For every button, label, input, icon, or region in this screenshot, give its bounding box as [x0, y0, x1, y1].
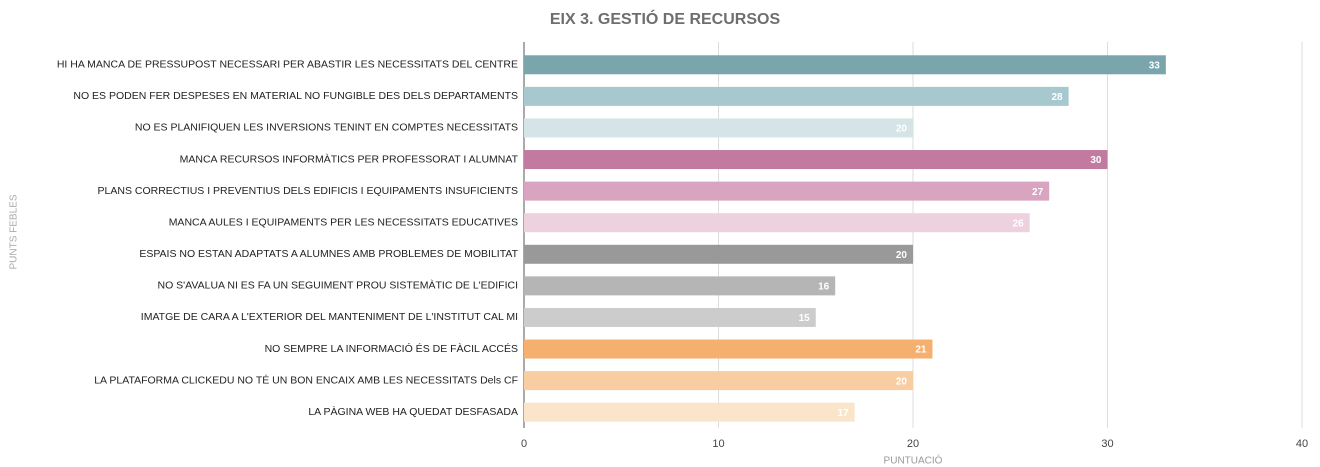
value-label: 27	[1032, 187, 1044, 198]
value-label: 20	[896, 124, 908, 135]
y-tick-label: NO ES PLANIFIQUEN LES INVERSIONS TENINT …	[135, 122, 518, 134]
x-tick-label: 20	[907, 438, 919, 450]
value-label: 33	[1149, 60, 1161, 71]
bar	[524, 181, 1050, 201]
value-label: 15	[799, 313, 811, 324]
bar	[524, 86, 1069, 106]
y-tick-label: PLANS CORRECTIUS I PREVENTIUS DELS EDIFI…	[98, 185, 518, 197]
y-tick-label: NO ES PODEN FER DESPESES EN MATERIAL NO …	[73, 90, 518, 102]
y-axis-label: PUNTS FEBLES	[9, 194, 20, 269]
x-tick-label: 10	[712, 438, 724, 450]
bar	[524, 371, 913, 391]
value-label: 17	[838, 408, 850, 419]
value-label: 28	[1051, 92, 1063, 103]
y-tick-label: LA PLATAFORMA CLICKEDU NO TÉ UN BON ENCA…	[94, 373, 518, 386]
bar	[524, 244, 913, 264]
x-tick-label: 0	[521, 438, 527, 450]
y-tick-label: MANCA AULES I EQUIPAMENTS PER LES NECESS…	[169, 216, 518, 228]
bar	[524, 307, 816, 327]
y-tick-label: LA PÀGINA WEB HA QUEDAT DESFASADA	[308, 405, 518, 418]
value-label: 20	[896, 250, 908, 261]
y-tick-label: MANCA RECURSOS INFORMÀTICS PER PROFESSOR…	[180, 152, 519, 165]
y-tick-label: IMATGE DE CARA A L'EXTERIOR DEL MANTENIM…	[141, 311, 518, 323]
y-tick-label: NO S'AVALUA NI ES FA UN SEGUIMENT PROU S…	[158, 279, 519, 292]
bar	[524, 55, 1166, 75]
bar	[524, 402, 855, 422]
x-tick-label: 40	[1296, 438, 1308, 450]
bar	[524, 213, 1030, 233]
value-label: 21	[915, 345, 927, 356]
bar	[524, 276, 836, 296]
y-tick-label: HI HA MANCA DE PRESSUPOST NECESSARI PER …	[57, 59, 518, 71]
bar	[524, 118, 913, 138]
x-axis-label: PUNTUACIÓ	[884, 454, 943, 467]
chart-title: EIX 3. GESTIÓ DE RECURSOS	[550, 9, 781, 28]
x-tick-label: 30	[1101, 438, 1113, 450]
bar	[524, 339, 933, 359]
value-label: 16	[818, 282, 830, 293]
value-label: 20	[896, 376, 908, 387]
value-label: 30	[1090, 155, 1102, 166]
bar	[524, 150, 1108, 170]
y-tick-label: ESPAIS NO ESTAN ADAPTATS A ALUMNES AMB P…	[139, 248, 518, 260]
value-label: 26	[1013, 218, 1025, 229]
y-tick-label: NO SEMPRE LA INFORMACIÓ ÉS DE FÀCIL ACCÉ…	[265, 342, 518, 355]
